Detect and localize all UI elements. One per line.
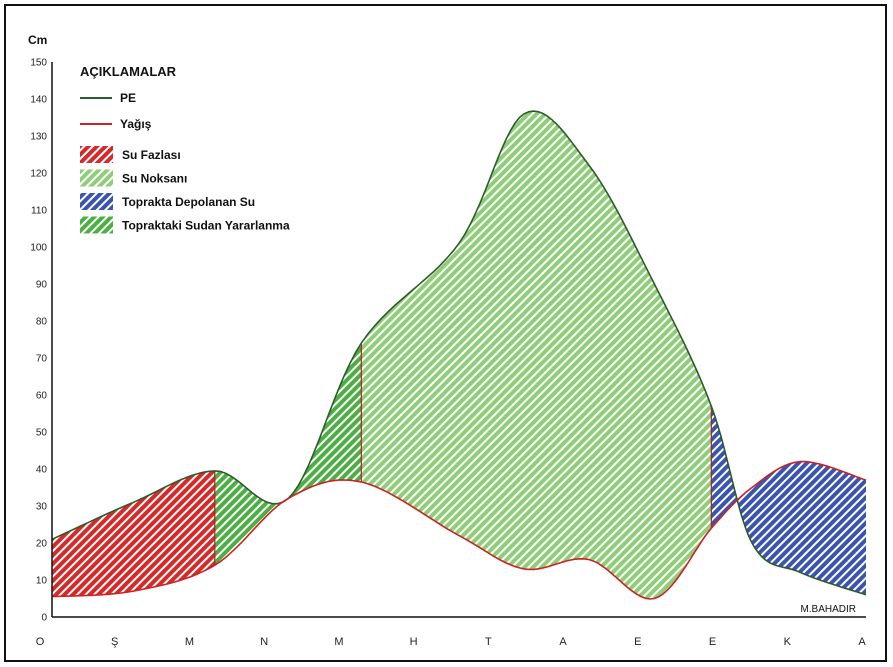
month-label: Ş xyxy=(111,636,118,648)
month-label: A xyxy=(559,636,567,648)
legend-box-swatch xyxy=(80,193,113,210)
y-tick-label: 100 xyxy=(30,243,47,254)
y-tick-label: 140 xyxy=(30,95,47,106)
y-axis-unit-label: Cm xyxy=(28,33,47,47)
series-line-0 xyxy=(51,110,867,596)
y-tick-label: 130 xyxy=(30,132,47,143)
legend-label: Toprakta Depolanan Su xyxy=(122,195,255,209)
month-label: T xyxy=(485,636,492,648)
y-tick-label: 40 xyxy=(36,465,48,476)
zone-0 xyxy=(52,470,215,597)
legend-box-swatch xyxy=(80,169,113,187)
zone-1 xyxy=(214,470,289,566)
legend-box-swatch xyxy=(80,146,113,163)
month-label: M xyxy=(185,636,194,648)
y-tick-label: 60 xyxy=(36,391,48,402)
legend-box-swatch xyxy=(80,216,113,234)
lines-layer xyxy=(51,110,867,600)
legend-label: PE xyxy=(120,91,136,105)
month-label: A xyxy=(858,636,866,648)
zone-4 xyxy=(711,406,866,595)
y-tick-label: 10 xyxy=(36,576,48,587)
axes-layer: Cm xyxy=(28,33,866,618)
y-tick-label: 110 xyxy=(31,206,47,217)
month-label: M xyxy=(334,636,343,648)
zone-3 xyxy=(361,111,712,599)
legend-label: Yağış xyxy=(120,117,152,131)
legend-title: AÇIKLAMALAR xyxy=(80,64,177,79)
month-label: K xyxy=(784,636,792,648)
month-label: E xyxy=(634,636,641,648)
y-tick-label: 150 xyxy=(30,58,47,69)
y-tick-label: 80 xyxy=(36,317,48,328)
y-tick-labels: 0 10 20 30 40 50 60 70 80 90 100 110 120 130 140 150 xyxy=(30,58,47,624)
zone-2 xyxy=(288,343,362,499)
y-tick-label: 90 xyxy=(36,280,48,291)
y-tick-label: 50 xyxy=(36,428,48,439)
y-tick-label: 0 xyxy=(41,613,47,624)
y-tick-label: 120 xyxy=(30,169,47,180)
y-tick-label: 20 xyxy=(36,539,48,550)
zones-layer xyxy=(52,111,866,599)
month-label: H xyxy=(410,636,418,648)
month-label: N xyxy=(260,636,268,648)
series-line-1 xyxy=(51,460,867,600)
month-label: E xyxy=(709,636,716,648)
month-label: O xyxy=(36,636,45,648)
legend-label: Topraktaki Sudan Yararlanma xyxy=(122,219,290,233)
author-label: M.BAHADIR xyxy=(800,604,856,615)
legend-label: Su Noksanı xyxy=(122,172,187,186)
y-tick-label: 70 xyxy=(36,354,48,365)
y-tick-label: 30 xyxy=(36,502,48,513)
legend-label: Su Fazlası xyxy=(122,148,181,162)
legend: AÇIKLAMALAR PE Yağış Su Fazlası Su Noksanı T… xyxy=(80,64,290,234)
